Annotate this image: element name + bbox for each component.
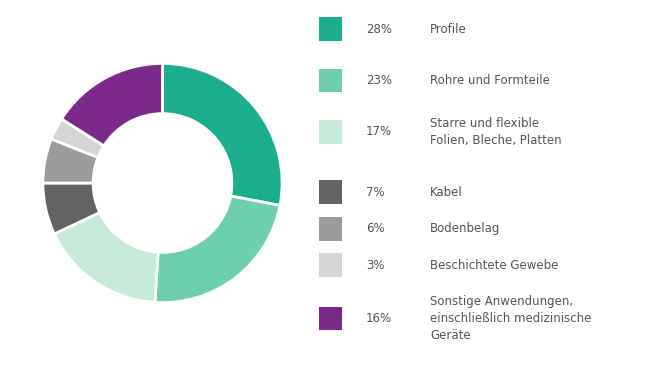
Text: Kabel: Kabel: [430, 186, 463, 199]
Text: 6%: 6%: [366, 222, 385, 235]
Wedge shape: [62, 63, 162, 146]
Bar: [318, 17, 343, 41]
Text: Starre und flexible
Folien, Bleche, Platten: Starre und flexible Folien, Bleche, Plat…: [430, 117, 562, 147]
Text: 7%: 7%: [366, 186, 385, 199]
Wedge shape: [155, 196, 280, 303]
Text: 16%: 16%: [366, 312, 392, 325]
Bar: [318, 253, 343, 277]
Text: 3%: 3%: [366, 259, 385, 272]
Bar: [318, 120, 343, 143]
Bar: [318, 307, 343, 330]
Wedge shape: [55, 213, 158, 302]
Text: Rohre und Formteile: Rohre und Formteile: [430, 74, 550, 87]
Bar: [318, 217, 343, 241]
Wedge shape: [51, 119, 104, 157]
Text: 17%: 17%: [366, 125, 392, 138]
Wedge shape: [43, 183, 99, 234]
Wedge shape: [162, 63, 282, 205]
Text: Bodenbelag: Bodenbelag: [430, 222, 500, 235]
Text: 28%: 28%: [366, 23, 392, 36]
Text: 23%: 23%: [366, 74, 392, 87]
Text: Sonstige Anwendungen,
einschließlich medizinische
Geräte: Sonstige Anwendungen, einschließlich med…: [430, 295, 592, 342]
Wedge shape: [43, 139, 98, 183]
Bar: [318, 180, 343, 204]
Text: Beschichtete Gewebe: Beschichtete Gewebe: [430, 259, 558, 272]
Bar: [318, 69, 343, 92]
Text: Profile: Profile: [430, 23, 467, 36]
